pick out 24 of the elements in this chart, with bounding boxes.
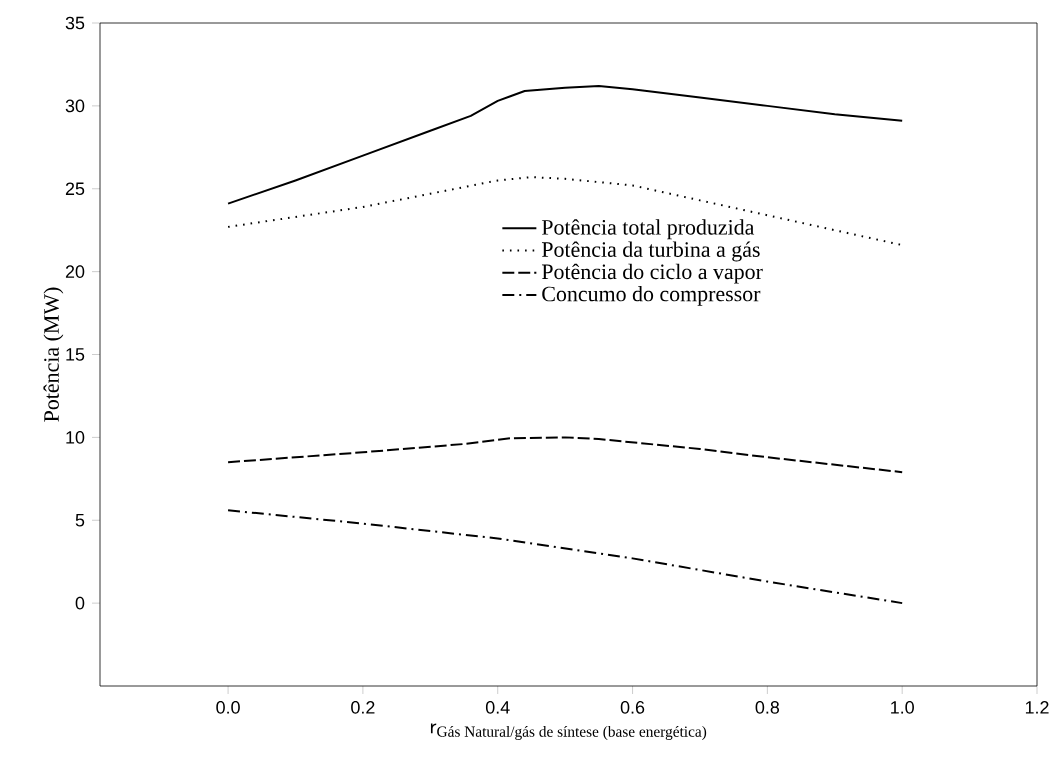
legend-label: Concumo do compressor: [542, 285, 761, 306]
x-tick-label: 1.2: [1025, 701, 1049, 714]
line-series: [227, 84, 904, 205]
x-axis-title: $\mathsf{r}_{\text{Gás Natural/gás de síntese (base energética)}}$: [430, 723, 707, 740]
y-tick-label: 30: [65, 99, 85, 113]
y-axis-title: Potência (MW): [43, 287, 64, 422]
y-tick-label: 20: [65, 265, 85, 278]
x-tick-label: 1.0: [891, 701, 914, 714]
x-tick-label: 0.6: [620, 701, 645, 714]
y-tick-label: 25: [65, 182, 85, 196]
y-tick-label: 15: [66, 348, 85, 361]
legend-label: Potência total produzida: [541, 219, 755, 240]
x-tick-label: 0.2: [351, 701, 375, 714]
line-series: [227, 509, 904, 605]
y-tick-label: 0: [75, 596, 85, 610]
x-tick-label: 0.4: [485, 701, 510, 714]
legend-label: Potência do ciclo a vapor: [541, 263, 763, 284]
y-tick-label: 5: [75, 513, 85, 527]
y-tick-label: 10: [66, 431, 85, 444]
y-tick-label: 35: [65, 16, 85, 30]
line-series: [227, 436, 904, 474]
x-tick-label: 0.0: [216, 701, 240, 714]
legend-label: Potência da turbina a gás: [541, 241, 760, 262]
x-tick-label: 0.8: [755, 701, 780, 714]
